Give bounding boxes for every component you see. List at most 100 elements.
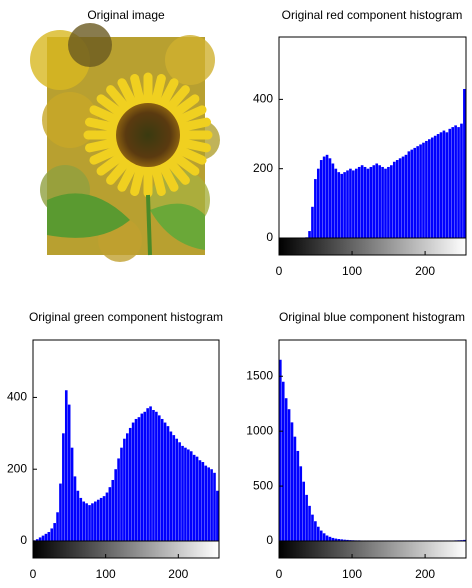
bar [326, 536, 329, 541]
bar [50, 528, 53, 541]
bar [146, 408, 149, 541]
bar [311, 207, 314, 238]
bar [111, 480, 114, 541]
blur-flower [68, 23, 112, 67]
bar [314, 179, 317, 238]
bar [39, 537, 42, 541]
bar [332, 163, 335, 238]
bar [337, 172, 340, 238]
bar [202, 462, 205, 541]
bar [100, 498, 103, 541]
bar [454, 125, 457, 238]
bar [294, 437, 297, 541]
bar [320, 160, 323, 238]
bar [387, 167, 390, 238]
bar [120, 448, 123, 541]
bar [85, 503, 88, 541]
bar [311, 515, 314, 541]
bar [178, 442, 181, 541]
x-tick-label: 200 [415, 264, 435, 278]
bar [326, 155, 329, 238]
bar [94, 502, 97, 541]
bar [323, 533, 326, 541]
bar [323, 157, 326, 238]
bar [343, 172, 346, 238]
flower-center [116, 103, 180, 167]
bar [448, 129, 451, 238]
x-tick-label: 100 [342, 567, 362, 581]
bar [364, 167, 367, 238]
bar [204, 466, 207, 541]
bar [317, 527, 320, 541]
bar [440, 132, 443, 238]
bar [97, 500, 100, 541]
y-tick-label: 400 [7, 390, 27, 404]
bar [175, 439, 178, 541]
y-tick-label: 400 [253, 92, 273, 106]
x-tick-label: 100 [96, 567, 116, 581]
bar [463, 89, 466, 238]
bar [399, 158, 402, 238]
bar [451, 127, 454, 238]
bar [187, 449, 190, 541]
x-tick-label: 100 [342, 264, 362, 278]
bar [320, 531, 323, 541]
bar [42, 536, 45, 541]
bar [297, 451, 300, 541]
bar [53, 523, 56, 541]
y-tick-label: 200 [253, 161, 273, 175]
bar [282, 382, 285, 541]
bar [419, 144, 422, 238]
colorbar [279, 541, 466, 558]
bar [181, 446, 184, 541]
bar [210, 469, 213, 541]
blur-flower [165, 35, 215, 85]
bar [71, 448, 74, 541]
bar [123, 439, 126, 541]
bar [390, 165, 393, 238]
bar [317, 169, 320, 238]
bar [138, 417, 141, 541]
bar [410, 150, 413, 238]
bar [74, 476, 77, 541]
bar [346, 170, 349, 238]
bar [405, 155, 408, 238]
bar [434, 136, 437, 238]
bar [103, 496, 106, 541]
bar [45, 534, 48, 541]
y-tick-label: 1500 [246, 368, 273, 382]
bar [141, 414, 144, 541]
bar [68, 405, 71, 541]
bar [305, 495, 308, 541]
bar [443, 131, 446, 238]
bar [308, 506, 311, 541]
bar [355, 169, 358, 238]
bar [457, 127, 460, 238]
bar [193, 455, 196, 541]
bar [431, 138, 434, 239]
x-tick-label: 0 [30, 567, 37, 581]
bar [335, 169, 338, 238]
bar [126, 433, 129, 541]
bar [358, 167, 361, 238]
bar [425, 141, 428, 238]
bar [349, 169, 352, 238]
figure: Original imageOriginal red component his… [0, 0, 472, 588]
petal [90, 142, 119, 148]
bar [381, 167, 384, 238]
bar [413, 148, 416, 238]
bar [190, 451, 193, 541]
bar [213, 473, 216, 541]
bar [446, 132, 449, 238]
bar [375, 163, 378, 238]
petal [177, 122, 206, 128]
chart-title: Original red component histogram [282, 8, 463, 22]
bar [329, 158, 332, 238]
bar [302, 482, 305, 541]
bar [62, 433, 65, 541]
bar [373, 165, 376, 238]
bar [155, 412, 158, 541]
bar [308, 231, 311, 238]
bar [48, 532, 51, 541]
y-tick-label: 0 [266, 533, 273, 547]
